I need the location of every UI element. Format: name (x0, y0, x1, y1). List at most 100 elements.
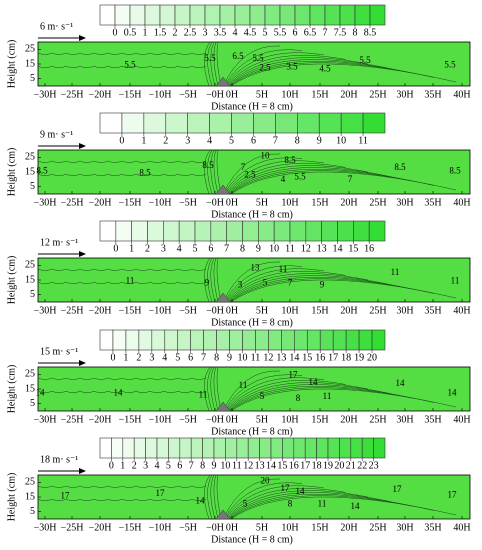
contour-lines (37, 41, 457, 87)
colorbar-tick-label: 17 (328, 352, 338, 363)
x-tick-label: −10H (149, 414, 172, 425)
colorbar-tick-label: 0 (109, 460, 114, 471)
x-tick-label: 15H (311, 522, 328, 533)
colorbar-tick-label: 6.5 (304, 27, 317, 38)
colorbar-tick-label: 7 (323, 27, 328, 38)
colorbar-tick-label: 5 (263, 27, 268, 38)
colorbar-cell (361, 437, 374, 459)
colorbar-tick-label: 3 (161, 243, 166, 254)
x-tick-label: −20H (89, 305, 112, 316)
contour-line (225, 55, 347, 87)
x-tick-label: −0H (206, 197, 224, 208)
colorbar-cell (163, 220, 180, 242)
colorbar-tick-label: 8 (214, 352, 219, 363)
colorbar-cell (99, 220, 117, 242)
colorbar-cell (229, 329, 243, 351)
colorbar-tick-label: 4 (233, 27, 238, 38)
colorbar-cell (318, 112, 342, 134)
x-tick-label: 0H (226, 522, 238, 533)
contour-label: 5 (260, 391, 265, 401)
x-tick-label: 0H (226, 197, 238, 208)
contour-label: 11 (199, 389, 208, 399)
colorbar-tick-label: 5 (229, 135, 234, 146)
colorbar-tick-label: 14 (266, 460, 276, 471)
colorbar-cell (373, 437, 386, 459)
colorbar-cell (99, 437, 112, 459)
colorbar-tick-label: 15 (302, 352, 312, 363)
y-tick-label: 25 (25, 44, 35, 55)
contour-label: 4 (281, 174, 286, 184)
x-tick-label: 35H (424, 305, 441, 316)
colorbar-tick-label: 12 (263, 352, 273, 363)
y-tick-label: 25 (25, 369, 35, 380)
contour-line (229, 387, 435, 412)
wind-arrowhead (79, 360, 86, 366)
colorbar-tick-label: 18 (312, 460, 322, 471)
x-axis-label: Distance (H = 8 cm) (211, 534, 293, 545)
colorbar-tick-label: 12 (301, 243, 311, 254)
contour-line (229, 62, 435, 87)
x-tick-label: 15H (311, 305, 328, 316)
x-tick-label: 15H (311, 89, 328, 100)
x-tick-label: −0H (206, 522, 224, 533)
wind-arrowhead (79, 468, 86, 474)
contour-line (224, 268, 325, 303)
colorbar-tick-label: 20 (334, 460, 344, 471)
contour-label: 14 (196, 495, 206, 505)
contour-label: 14 (351, 501, 361, 511)
contour-label: 11 (126, 276, 135, 286)
colorbar-cell (115, 220, 132, 242)
contour-label: 14 (36, 387, 46, 397)
colorbar-cell (194, 220, 212, 242)
colorbar-cell (168, 437, 181, 459)
colorbar-tick-label: 5 (175, 352, 180, 363)
x-tick-label: 25H (369, 305, 386, 316)
colorbar-tick-label: 10 (269, 243, 279, 254)
colorbar-cell (202, 437, 215, 459)
x-tick-label: 0H (226, 305, 238, 316)
colorbar-cell (190, 437, 203, 459)
contour-label: 4.5 (319, 63, 331, 73)
colorbar-cell (279, 4, 296, 26)
colorbar-tick-label: 0 (113, 243, 118, 254)
y-tick-label: 5 (30, 181, 35, 192)
colorbar-cell (231, 112, 254, 134)
colorbar-tick-label: 19 (354, 352, 364, 363)
contour-label: 9 (205, 277, 210, 287)
contour-label: 11 (391, 267, 400, 277)
colorbar-cell (268, 329, 282, 351)
colorbar-cell (213, 437, 226, 459)
colorbar-tick-label: 7 (273, 135, 278, 146)
contour-label: 9 (320, 279, 325, 289)
contour-line (204, 474, 211, 520)
contour-label: 7 (241, 162, 246, 172)
colorbar-cell (147, 220, 164, 242)
x-axis-label: Distance (H = 8 cm) (211, 101, 293, 112)
colorbar-cell (264, 4, 281, 26)
colorbar-cell (242, 220, 259, 242)
contour-line (222, 153, 281, 195)
contour-lines (37, 149, 457, 195)
colorbar-cell (234, 4, 251, 26)
x-tick-label: 35H (424, 522, 441, 533)
obstacle (215, 292, 231, 303)
contour-label: 2.5 (244, 169, 256, 179)
contour-line (227, 275, 391, 303)
contour-label: 14 (114, 387, 124, 397)
colorbar-cell (122, 437, 135, 459)
x-tick-label: 5H (256, 305, 268, 316)
colorbar-cell (258, 220, 275, 242)
colorbar-cell (99, 112, 123, 134)
colorbar-tick-label: 16 (289, 460, 299, 471)
contour-label: 17 (281, 483, 291, 493)
x-tick-label: −15H (119, 414, 142, 425)
contour-line (223, 374, 303, 412)
x-tick-label: −30H (34, 89, 57, 100)
colorbar-cell (219, 4, 236, 26)
x-tick-label: 10H (281, 89, 298, 100)
colorbar-tick-label: 2 (173, 27, 178, 38)
colorbar-cell (339, 437, 352, 459)
contour-line (229, 495, 435, 520)
y-tick-label: 25 (25, 477, 35, 488)
colorbar-cell (247, 437, 260, 459)
